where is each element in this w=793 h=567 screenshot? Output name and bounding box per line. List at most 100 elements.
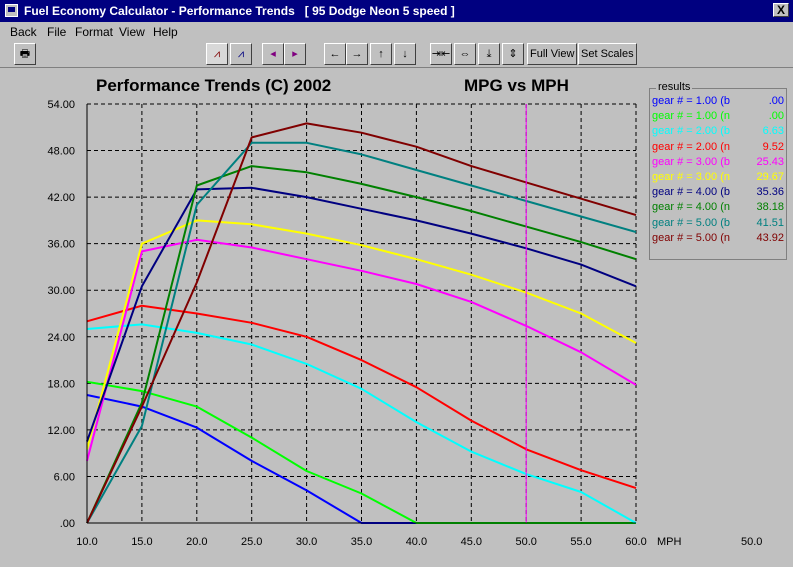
legend-value: 6.63 — [762, 125, 784, 138]
x-tick-label: 50.0 — [515, 536, 536, 548]
series-line-8 — [86, 165, 637, 524]
menu-view[interactable]: View — [119, 25, 145, 39]
x-tick-label: 40.0 — [406, 536, 427, 548]
y-tick-label: 30.00 — [47, 285, 75, 297]
legend-value: 43.92 — [756, 231, 784, 244]
menu-format[interactable]: Format — [75, 25, 114, 39]
line-graph-icon: ⩘ — [213, 48, 221, 60]
x-tick-label: 60.0 — [625, 536, 646, 548]
menu-help[interactable]: Help — [153, 25, 178, 39]
legend-value: 25.43 — [756, 155, 784, 168]
chart-title: Performance Trends (C) 2002 — [96, 76, 331, 95]
legend-label: gear # = 4.00 (b — [652, 186, 730, 199]
series-line-7 — [86, 186, 637, 442]
zoom-in-y-button[interactable]: ⤓ — [478, 43, 500, 65]
compress-vertical-icon: ⤓ — [486, 48, 492, 60]
cursor-readout: 50.0 — [741, 536, 762, 548]
y-tick-label: 48.00 — [47, 146, 75, 158]
legend-row: gear # = 3.00 (n 29.67 — [652, 171, 784, 186]
menu-back[interactable]: Back — [10, 25, 37, 39]
legend-row: gear # = 2.00 (b 6.63 — [652, 125, 784, 140]
x-tick-label: 55.0 — [570, 536, 591, 548]
cursor-left-icon: ◂ — [270, 48, 276, 60]
cursor-right-button[interactable]: ▸ — [284, 43, 306, 65]
legend-value: 38.18 — [756, 201, 784, 214]
legend-value: 29.67 — [756, 171, 784, 183]
legend-label: gear # = 2.00 (n — [652, 140, 730, 153]
series-lines — [86, 122, 637, 524]
zoom-out-y-button[interactable]: ⇕ — [502, 43, 524, 65]
menu-bar: Back File Format View Help — [0, 22, 793, 41]
y-tick-label: 12.00 — [47, 425, 75, 437]
x-tick-label: 10.0 — [76, 536, 97, 548]
legend-row: gear # = 4.00 (b 35.36 — [652, 186, 784, 201]
set-scales-button[interactable]: Set Scales — [578, 43, 637, 65]
expand-horizontal-icon: ⇔ — [459, 48, 471, 60]
legend-label: gear # = 1.00 (b — [652, 95, 730, 107]
legend-row: gear # = 5.00 (n 43.92 — [652, 232, 784, 247]
x-tick-label: 15.0 — [131, 536, 152, 548]
y-tick-label: .00 — [60, 518, 75, 530]
legend-label: gear # = 3.00 (b — [652, 155, 730, 168]
legend-value: .00 — [768, 110, 784, 123]
series-line-2 — [86, 380, 636, 524]
series-line-9 — [86, 141, 637, 524]
window-title: Fuel Economy Calculator - Performance Tr… — [24, 4, 455, 18]
series-line-6 — [86, 219, 637, 450]
graph-style-button[interactable]: ⩘ — [230, 43, 252, 65]
cursor-left-button[interactable]: ◂ — [262, 43, 284, 65]
graph-type-button[interactable]: ⩘ — [206, 43, 228, 65]
toolbar: 🖶 ⩘ ⩘ ◂ ▸ ← → ↑ ↓ ⇥⇤ ⇔ ⤓ ⇕ Full View Set… — [0, 41, 793, 68]
series-line-10 — [86, 122, 637, 524]
zoom-out-x-button[interactable]: ⇔ — [454, 43, 476, 65]
print-button[interactable]: 🖶 — [14, 43, 36, 65]
y-tick-label: 42.00 — [47, 192, 75, 204]
legend-row: gear # = 1.00 (n .00 — [652, 110, 784, 125]
printer-icon: 🖶 — [19, 48, 31, 60]
arrow-right-icon: → — [351, 48, 363, 60]
x-tick-label: 35.0 — [351, 536, 372, 548]
legend-value: 9.52 — [762, 140, 784, 153]
cursor-right-icon: ▸ — [292, 48, 298, 60]
x-axis-label: MPH — [657, 536, 682, 548]
legend-label: gear # = 2.00 (b — [652, 125, 730, 138]
zoom-in-x-button[interactable]: ⇥⇤ — [430, 43, 452, 65]
legend-row: gear # = 4.00 (n 38.18 — [652, 201, 784, 216]
x-tick-labels: 10.0 15.0 20.0 25.0 30.0 35.0 40.0 45.0 50.0 55.0… — [76, 536, 646, 548]
pan-up-button[interactable]: ↑ — [370, 43, 392, 65]
menu-file[interactable]: File — [47, 25, 67, 39]
close-button[interactable]: X — [773, 3, 789, 17]
y-tick-label: 24.00 — [47, 332, 75, 344]
pan-left-button[interactable]: ← — [324, 43, 346, 65]
legend-label: gear # = 5.00 (b — [652, 216, 730, 229]
series-line-4 — [86, 304, 637, 490]
y-tick-label: 6.00 — [54, 471, 75, 483]
line-graph-icon-2: ⩘ — [237, 48, 245, 60]
plot-area[interactable] — [87, 104, 636, 523]
results-legend: results gear # = 1.00 (b .00 gear # = 1.00… — [649, 81, 787, 260]
series-line-3 — [86, 323, 637, 524]
pan-down-button[interactable]: ↓ — [394, 43, 416, 65]
y-tick-label: 36.00 — [47, 239, 75, 251]
x-tick-label: 25.0 — [241, 536, 262, 548]
series-line-5 — [86, 238, 637, 462]
legend-row: gear # = 2.00 (n 9.52 — [652, 141, 784, 156]
legend-value: .00 — [768, 95, 784, 107]
legend-label: gear # = 3.00 (n — [652, 171, 730, 183]
app-icon — [5, 4, 18, 17]
compress-horizontal-icon: ⇥⇤ — [431, 48, 451, 60]
y-tick-label: 18.00 — [47, 378, 75, 390]
results-title: results — [656, 81, 693, 93]
pan-right-button[interactable]: → — [346, 43, 368, 65]
arrow-left-icon: ← — [329, 48, 341, 60]
x-tick-label: 20.0 — [186, 536, 207, 548]
expand-vertical-icon: ⇕ — [508, 48, 518, 60]
legend-row: gear # = 3.00 (b 25.43 — [652, 156, 784, 171]
chart-subtitle: MPG vs MPH — [464, 76, 569, 95]
y-tick-labels: .00 6.00 12.00 18.00 24.00 30.00 36.00 42.00 48.… — [47, 99, 75, 530]
title-bar[interactable]: Fuel Economy Calculator - Performance Tr… — [0, 0, 793, 22]
full-view-button[interactable]: Full View — [527, 43, 578, 65]
legend-label: gear # = 1.00 (n — [652, 110, 730, 123]
legend-label: gear # = 5.00 (n — [652, 231, 730, 244]
